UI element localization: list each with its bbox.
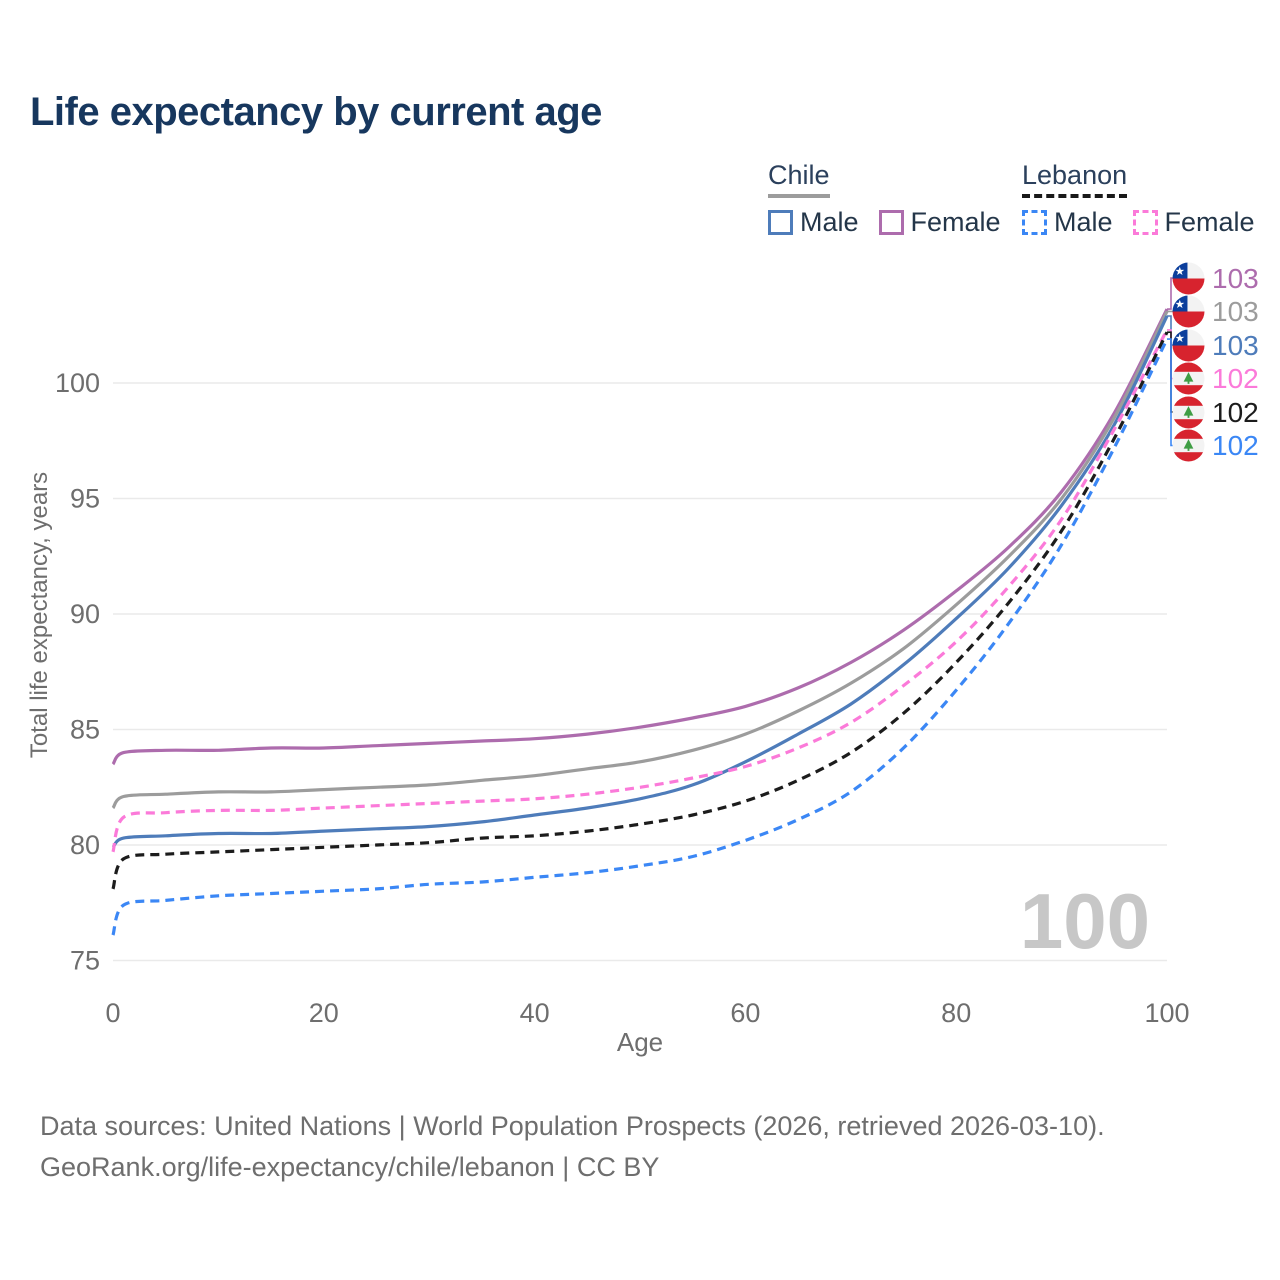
- legend-heading-lebanon: Lebanon: [1022, 160, 1128, 198]
- end-label-chile-male: ★ 103: [1172, 329, 1259, 362]
- footer: Data sources: United Nations | World Pop…: [40, 1106, 1105, 1188]
- series-line-lebanon-both[interactable]: [111, 331, 1169, 890]
- legend-label-chile-female[interactable]: Female: [910, 207, 1001, 237]
- series-line-chile-both[interactable]: [111, 310, 1169, 810]
- x-tick-label: 40: [520, 998, 550, 1028]
- chile-flag-icon: ★: [1172, 295, 1205, 328]
- end-value: 103: [1212, 296, 1259, 327]
- footer-sources: Data sources: United Nations | World Pop…: [40, 1111, 1105, 1141]
- end-label-lebanon-both: 102: [1172, 396, 1259, 429]
- end-value: 102: [1212, 363, 1259, 394]
- x-tick-label: 60: [730, 998, 760, 1028]
- x-tick-label: 0: [105, 998, 120, 1028]
- y-axis-title: Total life expectancy, years: [26, 472, 53, 758]
- end-value: 102: [1212, 430, 1259, 461]
- x-axis-title: Age: [617, 1027, 663, 1057]
- end-label-lebanon-male: 102: [1172, 429, 1259, 462]
- y-tick-label: 95: [70, 484, 100, 514]
- page-title: Life expectancy by current age: [30, 90, 602, 134]
- y-tick-label: 75: [70, 946, 100, 976]
- end-value: 103: [1212, 262, 1259, 294]
- y-tick-label: 85: [70, 715, 100, 745]
- legend-swatch-lebanon-female[interactable]: [1132, 210, 1158, 235]
- end-value: 103: [1212, 329, 1259, 361]
- footer-link: GeoRank.org/life-expectancy/chile/lebano…: [40, 1152, 660, 1182]
- end-label-chile-female: ★ 103: [1172, 262, 1259, 295]
- x-tick-label: 100: [1144, 998, 1189, 1028]
- legend-swatch-lebanon-male[interactable]: [1022, 210, 1047, 235]
- y-tick-label: 90: [70, 599, 100, 629]
- legend-label-lebanon-female[interactable]: Female: [1164, 207, 1255, 237]
- lebanon-flag-icon: [1172, 362, 1205, 395]
- chile-flag-icon: ★: [1172, 262, 1205, 294]
- y-tick-label: 100: [55, 368, 100, 398]
- legend-group-lebanon: Lebanon Male Female: [1022, 160, 1255, 238]
- age-watermark: 100: [1020, 877, 1150, 965]
- lebanon-flag-icon: [1172, 396, 1205, 428]
- end-label-chile-both: ★ 103: [1172, 295, 1259, 328]
- series-line-lebanon-female[interactable]: [111, 329, 1169, 853]
- end-label-lebanon-female: 102: [1172, 362, 1259, 395]
- legend-swatch-chile-female[interactable]: [878, 210, 904, 235]
- svg-text:★: ★: [1175, 265, 1185, 277]
- svg-text:★: ★: [1175, 299, 1185, 311]
- legend-swatch-chile-male[interactable]: [768, 210, 793, 235]
- x-tick-label: 20: [309, 998, 339, 1028]
- series-line-lebanon-male[interactable]: [111, 338, 1169, 936]
- legend-heading-chile: Chile: [768, 160, 830, 198]
- series-line-chile-female[interactable]: [111, 308, 1169, 766]
- legend-group-chile: Chile Male Female: [768, 160, 1001, 238]
- x-tick-label: 80: [941, 998, 971, 1028]
- y-tick-label: 80: [70, 830, 100, 860]
- legend-label-chile-male[interactable]: Male: [800, 207, 859, 237]
- end-value: 102: [1212, 396, 1259, 428]
- series-line-chile-male[interactable]: [111, 315, 1169, 849]
- svg-text:★: ★: [1175, 332, 1185, 344]
- lebanon-flag-icon: [1172, 429, 1205, 462]
- legend-label-lebanon-male[interactable]: Male: [1054, 207, 1113, 237]
- chile-flag-icon: ★: [1172, 329, 1205, 361]
